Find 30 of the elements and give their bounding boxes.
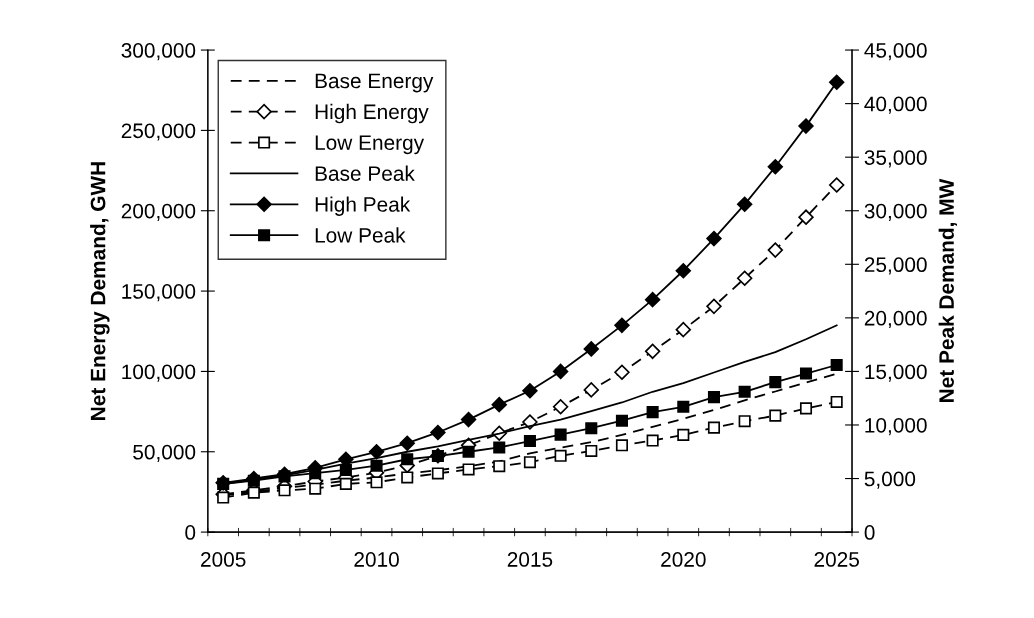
y2-tick-label: 40,000 — [864, 96, 927, 114]
x-tick-label: 2020 — [661, 552, 706, 567]
y2-tick-label: 20,000 — [864, 310, 927, 329]
x-tick-label: 2025 — [814, 552, 859, 567]
y-tick-label: 300,000 — [121, 43, 196, 61]
y-tick-label: 200,000 — [121, 203, 196, 221]
legend-label: High Energy — [315, 103, 429, 124]
y2-tick-label: 35,000 — [864, 150, 927, 168]
y2-tick-label: 15,000 — [865, 364, 927, 382]
y2-tick-label: 0 — [864, 525, 875, 540]
x-tick-label: 2015 — [507, 552, 553, 567]
y-tick-label: 100,000 — [122, 364, 196, 382]
y-tick-label: 0 — [185, 525, 196, 540]
legend-label: Low Energy — [315, 135, 425, 155]
y2-tick-label: 25,000 — [864, 257, 927, 275]
y2-tick-label: 30,000 — [864, 203, 927, 221]
y-axis-title: Net Energy Demand, GWH — [90, 162, 110, 420]
legend-label: High Peak — [315, 196, 411, 216]
legend-label: Base Peak — [315, 165, 415, 181]
legend-label: Base Energy — [315, 73, 434, 93]
y2-tick-label: 5,000 — [864, 471, 916, 489]
y2-axis-title: Net Peak Demand, MW — [938, 178, 957, 402]
y2-tick-label: 10,000 — [865, 417, 927, 436]
y-tick-label: 150,000 — [122, 284, 196, 302]
y-tick-label: 50,000 — [133, 444, 196, 462]
legend-label: Low Peak — [315, 227, 406, 243]
y-tick-label: 250,000 — [121, 123, 196, 141]
x-tick-label: 2010 — [354, 552, 399, 567]
y2-tick-label: 45,000 — [864, 43, 927, 61]
x-tick-label: 2005 — [201, 552, 246, 567]
